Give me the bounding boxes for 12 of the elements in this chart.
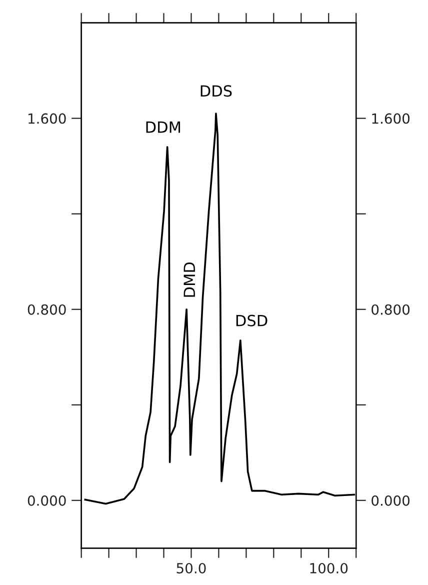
x-tick-label: 100.0: [310, 562, 348, 574]
annotation: DMD: [184, 262, 195, 297]
annotation: DDS: [200, 85, 232, 97]
y2-tick-label: 1.600: [372, 113, 410, 124]
y2-tick-label: 0.800: [372, 304, 410, 315]
y-tick-label: 1.600: [28, 113, 66, 124]
y-tick-label: 0.000: [28, 495, 66, 506]
x-tick-label: 50.0: [176, 562, 206, 574]
y-tick-label: 0.800: [28, 304, 66, 315]
annotation: DSD: [236, 314, 268, 326]
annotation: DDM: [146, 122, 180, 133]
y2-tick-label: 0.000: [372, 495, 410, 506]
